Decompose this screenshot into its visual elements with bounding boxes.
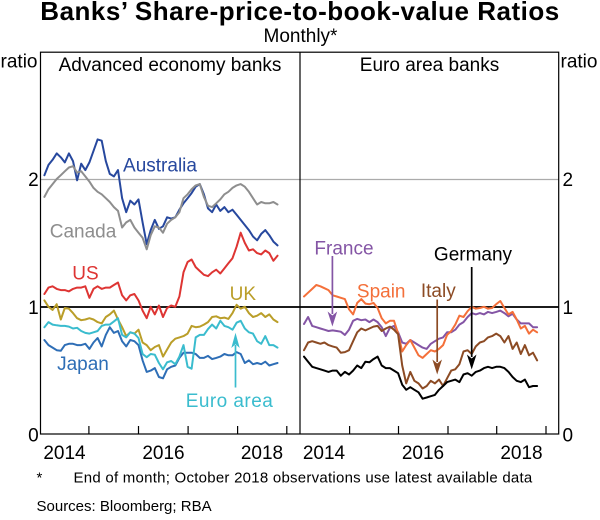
svg-text:2016: 2016 [142, 443, 184, 464]
svg-text:US: US [72, 263, 98, 284]
svg-text:Canada: Canada [50, 222, 117, 243]
svg-text:Advanced economy banks: Advanced economy banks [59, 55, 282, 76]
svg-text:Monthly*: Monthly* [264, 26, 339, 47]
svg-text:Germany: Germany [434, 244, 513, 265]
svg-text:1: 1 [28, 298, 39, 319]
svg-text:2016: 2016 [402, 443, 444, 464]
svg-text:Euro area banks: Euro area banks [360, 55, 499, 76]
svg-text:Italy: Italy [421, 281, 456, 302]
svg-text:Japan: Japan [57, 354, 109, 375]
svg-text:Euro area: Euro area [186, 391, 274, 412]
svg-text:2018: 2018 [500, 443, 542, 464]
svg-text:0: 0 [563, 425, 574, 446]
svg-text:Sources: Bloomberg; RBA: Sources: Bloomberg; RBA [37, 498, 212, 515]
svg-text:0: 0 [28, 425, 39, 446]
svg-text:ratio: ratio [561, 52, 598, 73]
svg-text:Banks’ Share-price-to-book-val: Banks’ Share-price-to-book-value Ratios [40, 0, 559, 26]
svg-text:2014: 2014 [303, 443, 346, 464]
svg-text:2018: 2018 [241, 443, 283, 464]
svg-text:2: 2 [28, 170, 39, 191]
svg-text:2: 2 [563, 170, 574, 191]
svg-text:ratio: ratio [1, 52, 38, 73]
svg-text:Spain: Spain [357, 281, 406, 302]
svg-text:France: France [314, 238, 373, 259]
svg-text:*: * [37, 470, 43, 487]
svg-text:Australia: Australia [123, 155, 197, 176]
svg-text:End of month; October 2018 obs: End of month; October 2018 observations … [74, 470, 533, 487]
svg-text:1: 1 [563, 298, 574, 319]
svg-text:UK: UK [230, 284, 257, 305]
svg-text:2014: 2014 [43, 443, 86, 464]
